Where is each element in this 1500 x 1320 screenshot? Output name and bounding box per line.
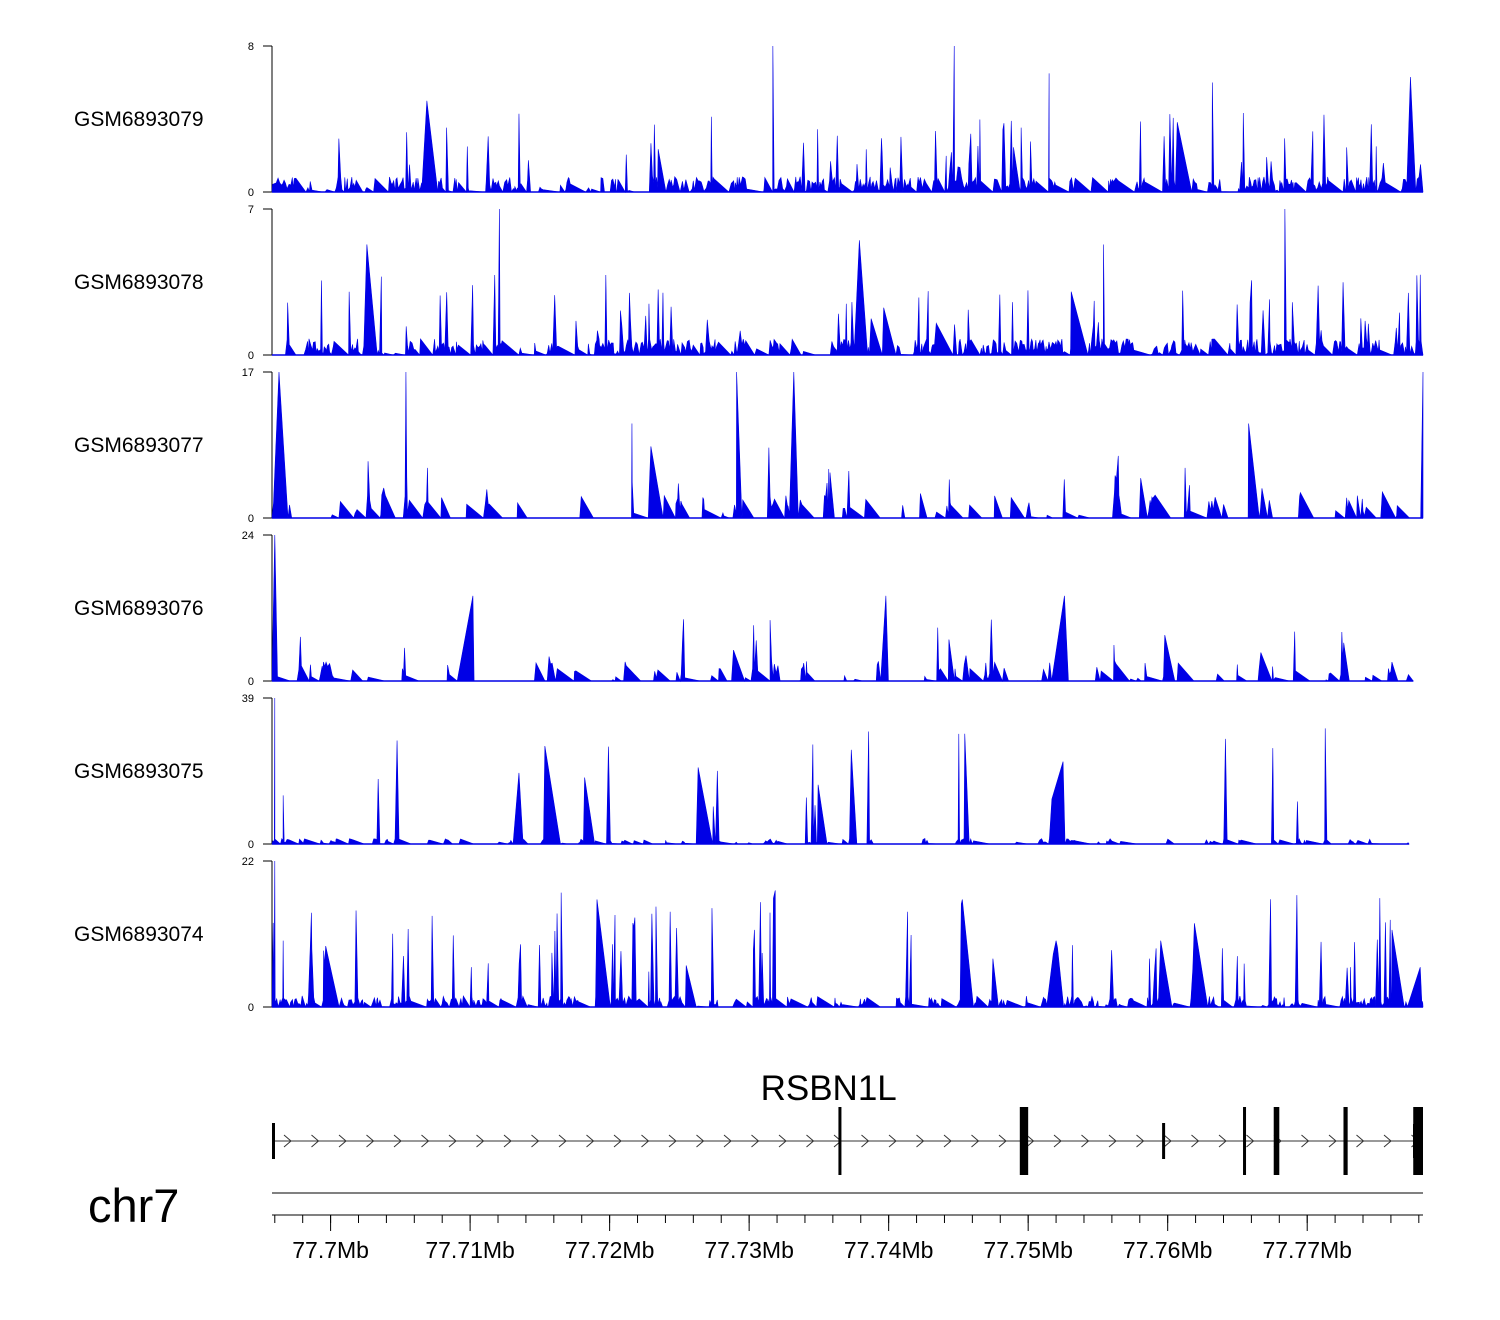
track-label: GSM6893075 <box>74 760 204 783</box>
x-tick-label: 77.72Mb <box>565 1237 655 1263</box>
strand-arrow <box>916 1134 925 1148</box>
strand-arrow <box>1053 1134 1062 1148</box>
strand-arrow <box>283 1134 292 1148</box>
exon-utr-3 <box>1413 1124 1423 1158</box>
exon <box>272 1123 275 1159</box>
y-tick-label-max: 7 <box>248 204 254 216</box>
strand-arrow <box>1191 1134 1200 1148</box>
exon <box>838 1107 842 1175</box>
chromosome-label: chr7 <box>88 1179 179 1232</box>
coverage-area <box>271 45 1424 194</box>
strand-arrow <box>503 1134 512 1148</box>
strand-arrow <box>586 1134 595 1148</box>
y-tick-label-min: 0 <box>248 1002 254 1014</box>
strand-arrow <box>558 1134 567 1148</box>
x-tick-label: 77.77Mb <box>1262 1237 1352 1263</box>
coverage-area <box>271 697 1410 845</box>
strand-arrow <box>476 1134 485 1148</box>
exon <box>1343 1107 1348 1175</box>
strand-arrow <box>1328 1134 1337 1148</box>
strand-arrow <box>1081 1134 1090 1148</box>
x-tick-label: 77.75Mb <box>983 1237 1073 1263</box>
x-tick-label: 77.73Mb <box>704 1237 794 1263</box>
y-tick-label-min: 0 <box>248 513 254 525</box>
exon <box>1019 1107 1029 1175</box>
strand-arrow <box>751 1134 760 1148</box>
y-tick-label-max: 8 <box>248 41 254 53</box>
coverage-area <box>271 534 1414 683</box>
strand-arrow <box>1246 1134 1255 1148</box>
track-GSM6893075: GSM6893075 39 0 <box>74 693 1410 851</box>
track-label: GSM6893074 <box>74 923 204 946</box>
track-GSM6893078: GSM6893078 7 0 <box>74 204 1424 362</box>
track-GSM6893074: GSM6893074 22 0 <box>74 856 1424 1014</box>
y-tick-label-max: 17 <box>242 367 254 379</box>
track-label: GSM6893077 <box>74 434 204 457</box>
strand-arrow <box>1301 1134 1310 1148</box>
strand-arrow <box>1383 1134 1392 1148</box>
strand-arrow <box>888 1134 897 1148</box>
x-tick-label: 77.71Mb <box>425 1237 515 1263</box>
y-tick-label-min: 0 <box>248 676 254 688</box>
track-GSM6893076: GSM6893076 24 0 <box>74 530 1414 688</box>
coverage-area <box>271 371 1424 520</box>
exon <box>1243 1107 1247 1175</box>
y-tick-label-max: 39 <box>242 693 254 705</box>
strand-arrow <box>448 1134 457 1148</box>
coverage-area <box>272 208 1424 357</box>
strand-arrow <box>971 1134 980 1148</box>
strand-arrow <box>861 1134 870 1148</box>
x-tick-label: 77.74Mb <box>844 1237 934 1263</box>
strand-arrow <box>531 1134 540 1148</box>
strand-arrow <box>421 1134 430 1148</box>
exon <box>1162 1123 1166 1159</box>
strand-arrow <box>311 1134 320 1148</box>
x-tick-label: 77.76Mb <box>1123 1237 1213 1263</box>
strand-arrow <box>998 1134 1007 1148</box>
coverage-area <box>271 860 1424 1009</box>
strand-arrow <box>778 1134 787 1148</box>
strand-arrow <box>1136 1134 1145 1148</box>
strand-arrow <box>1356 1134 1365 1148</box>
gene-track: RSBN1L <box>272 1069 1423 1175</box>
strand-arrow <box>696 1134 705 1148</box>
track-label: GSM6893076 <box>74 597 204 620</box>
strand-arrow <box>806 1134 815 1148</box>
strand-arrow <box>723 1134 732 1148</box>
y-tick-label-max: 24 <box>242 530 254 542</box>
exon <box>1273 1107 1280 1175</box>
gene-name: RSBN1L <box>761 1069 897 1108</box>
x-axis: 77.7Mb 77.71Mb 77.72Mb 77.73Mb 77.74Mb 77.75M… <box>272 1214 1423 1263</box>
track-label: GSM6893078 <box>74 271 204 294</box>
strand-arrow <box>1026 1134 1035 1148</box>
strand-arrow <box>668 1134 677 1148</box>
track-GSM6893077: GSM6893077 17 0 <box>74 367 1424 525</box>
track-label: GSM6893079 <box>74 108 204 131</box>
strand-arrow <box>613 1134 622 1148</box>
y-tick-label-min: 0 <box>248 839 254 851</box>
y-tick-label-max: 22 <box>242 856 254 868</box>
strand-arrow <box>943 1134 952 1148</box>
strand-arrow <box>1218 1134 1227 1148</box>
strand-arrow <box>1108 1134 1117 1148</box>
x-tick-label: 77.7Mb <box>292 1237 369 1263</box>
y-tick-label-min: 0 <box>248 350 254 362</box>
track-GSM6893079: GSM6893079 8 0 <box>74 41 1424 199</box>
strand-arrow <box>393 1134 402 1148</box>
strand-arrow <box>641 1134 650 1148</box>
strand-arrow <box>338 1134 347 1148</box>
strand-arrow <box>1163 1134 1172 1148</box>
y-tick-label-min: 0 <box>248 187 254 199</box>
strand-arrow <box>366 1134 375 1148</box>
